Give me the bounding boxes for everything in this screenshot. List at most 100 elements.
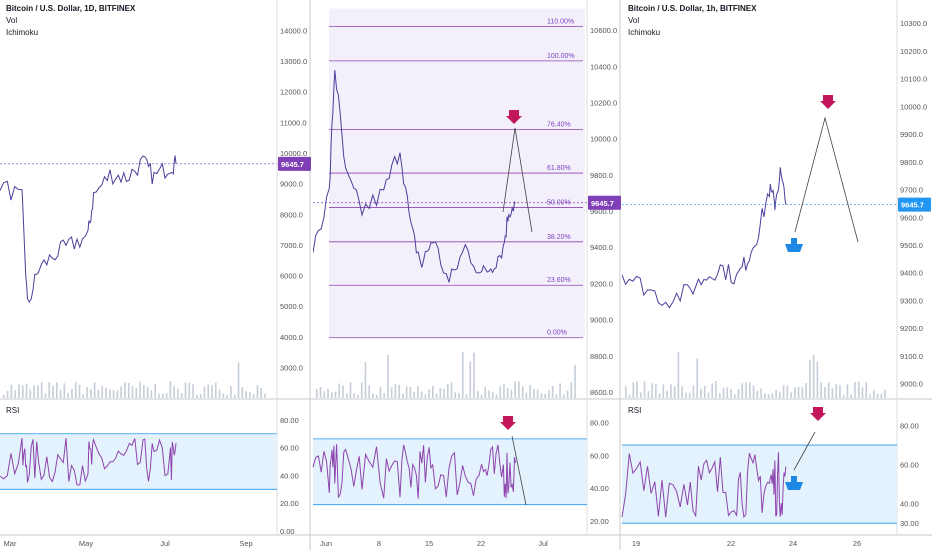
volume-bar	[207, 384, 210, 398]
indicator-label: Ichimoku	[628, 28, 660, 37]
volume-bar	[211, 385, 213, 398]
rsi-tick-label: 40.00	[900, 500, 919, 509]
volume-bar	[707, 392, 710, 398]
volume-bar	[673, 386, 676, 398]
y-tick-label: 9400.0	[900, 269, 923, 278]
volume-bar	[809, 359, 811, 398]
volume-bar	[394, 384, 397, 398]
y-tick-label: 9900.0	[900, 130, 923, 139]
volume-bar	[718, 393, 721, 398]
rsi-tick-label: 20.00	[280, 499, 299, 508]
volume-bar	[846, 384, 849, 398]
volume-bar	[473, 352, 475, 398]
volume-bar	[105, 387, 107, 398]
volume-bar	[146, 386, 149, 398]
volume-bar	[93, 382, 96, 398]
volume-bar	[428, 389, 430, 398]
y-tick-label: 9700.0	[900, 186, 923, 195]
volume-bar	[390, 387, 393, 398]
y-tick-label: 10200.0	[590, 98, 617, 107]
x-tick-label: 19	[632, 539, 640, 548]
volume-bar	[37, 385, 39, 398]
y-tick-label: 9200.0	[900, 324, 923, 333]
rsi-tick-label: 40.00	[280, 471, 299, 480]
volume-bar	[150, 390, 153, 398]
volume-bar	[71, 389, 73, 398]
rsi-series	[621, 452, 787, 519]
indicator-label: Vol	[6, 16, 17, 25]
volume-bar	[854, 382, 856, 398]
rsi-tick-label: 80.00	[900, 422, 919, 431]
volume-bar	[865, 382, 868, 398]
last-price-badge	[278, 156, 311, 171]
volume-bar	[880, 393, 883, 398]
volume-bar	[536, 389, 539, 398]
volume-bar	[454, 392, 457, 398]
y-tick-label: 10000.0	[590, 135, 617, 144]
volume-bar	[383, 393, 385, 398]
y-tick-label: 10000.0	[900, 102, 927, 111]
volume-bar	[264, 393, 266, 398]
volume-bar	[831, 388, 834, 398]
volume-bar	[688, 392, 691, 398]
price-series	[622, 167, 787, 309]
volume-bar	[249, 392, 251, 398]
rsi-band	[313, 438, 587, 505]
volume-bar	[797, 386, 800, 398]
volume-bar	[33, 385, 35, 398]
volume-bar	[52, 385, 54, 398]
volume-bar	[872, 389, 875, 398]
y-tick-label: 9500.0	[900, 241, 923, 250]
volume-bar	[256, 385, 259, 398]
y-tick-label: 8600.0	[590, 388, 613, 397]
volume-bar	[215, 382, 217, 398]
volume-bar	[782, 384, 785, 398]
volume-bar	[722, 387, 725, 398]
y-tick-label: 3000.0	[280, 363, 303, 372]
volume-bar	[820, 382, 822, 398]
volume-bar	[760, 388, 762, 398]
volume-bar	[154, 383, 157, 398]
volume-bar	[409, 386, 412, 398]
y-tick-label: 9600.0	[900, 213, 923, 222]
up-arrow-marker	[785, 476, 803, 490]
y-tick-label: 9600.0	[590, 207, 613, 216]
x-tick-label: 22	[477, 539, 485, 548]
volume-bar	[625, 386, 627, 398]
y-tick-label: 6000.0	[280, 272, 303, 281]
volume-bar	[368, 385, 370, 398]
volume-bar	[29, 389, 32, 398]
volume-bar	[48, 382, 51, 398]
volume-bar	[342, 385, 344, 398]
volume-bar	[252, 394, 255, 398]
volume-bar	[323, 391, 326, 398]
last-price-value: 9645.7	[591, 199, 614, 208]
volume-bar	[548, 390, 550, 398]
volume-bar	[241, 387, 244, 398]
volume-bar	[503, 383, 505, 398]
y-tick-label: 9000.0	[900, 380, 923, 389]
volume-bar	[510, 389, 513, 398]
volume-bar	[443, 389, 445, 398]
volume-bar	[745, 382, 747, 398]
volume-bar	[21, 385, 24, 398]
last-price-badge	[588, 195, 621, 210]
volume-bar	[165, 392, 168, 398]
up-arrow-marker	[785, 238, 803, 252]
y-tick-label: 10400.0	[590, 62, 617, 71]
volume-bar	[805, 383, 807, 398]
volume-bar	[488, 390, 490, 398]
volume-bar	[345, 393, 348, 398]
volume-bar	[116, 390, 119, 398]
volume-bar	[405, 386, 408, 398]
y-tick-label: 10600.0	[590, 26, 617, 35]
volume-bar	[801, 387, 804, 398]
volume-bar	[169, 381, 172, 398]
indicator-label: Vol	[628, 16, 639, 25]
volume-bar	[827, 382, 830, 398]
fib-level-label: 0.00%	[547, 330, 567, 337]
volume-bar	[506, 387, 509, 398]
volume-bar	[143, 385, 145, 398]
volume-bar	[514, 381, 516, 398]
volume-bar	[670, 384, 672, 398]
